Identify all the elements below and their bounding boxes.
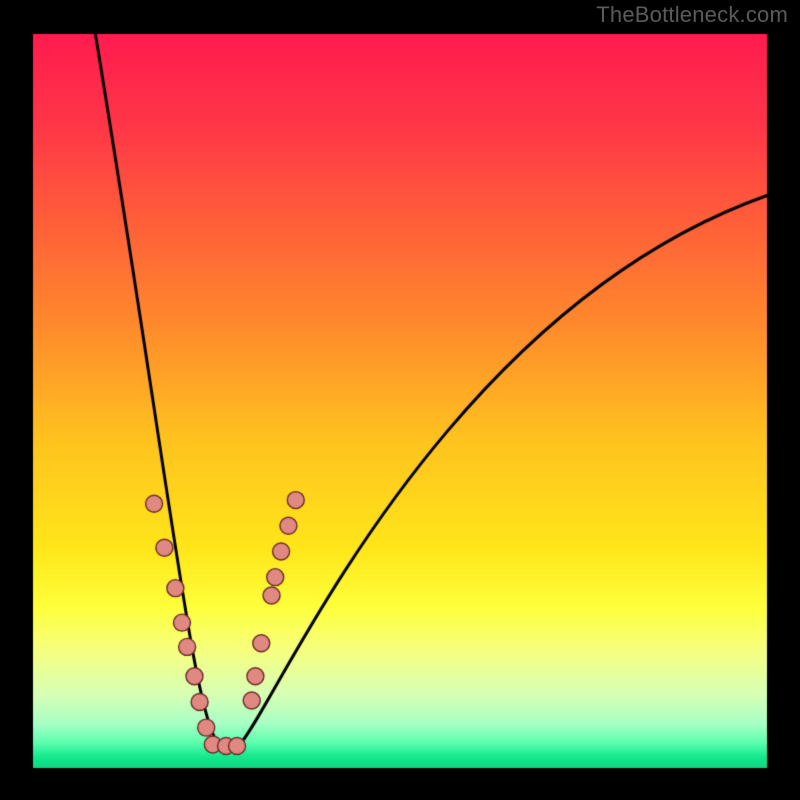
bottleneck-curve-plot xyxy=(0,0,800,800)
watermark-text: TheBottleneck.com xyxy=(596,2,788,28)
